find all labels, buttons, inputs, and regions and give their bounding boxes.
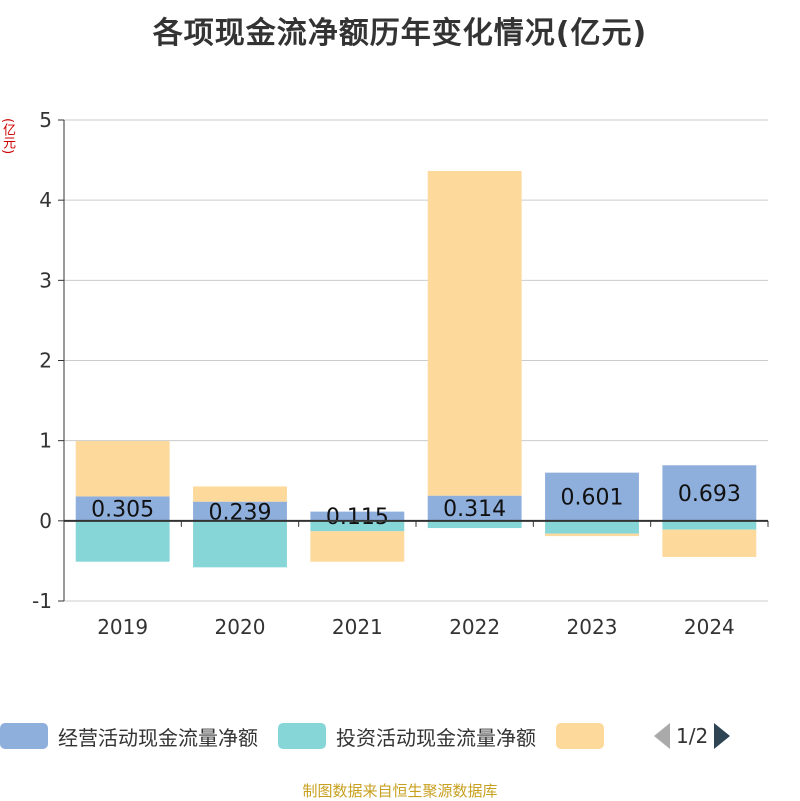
legend-pager: 1/2 bbox=[654, 723, 731, 749]
bar-2024-series-1 bbox=[662, 520, 757, 530]
bar-2022-series-1 bbox=[427, 520, 522, 529]
data-label-2021: 0.115 bbox=[326, 505, 389, 530]
legend-label-operating: 经营活动现金流量净额 bbox=[58, 725, 258, 750]
y-tick-label: 2 bbox=[39, 349, 52, 373]
legend-item-operating[interactable]: 经营活动现金流量净额 bbox=[0, 722, 258, 751]
y-tick-label: 4 bbox=[39, 188, 52, 212]
bar-2019-series-2 bbox=[75, 441, 170, 497]
data-label-2023: 0.601 bbox=[561, 486, 624, 511]
data-label-2024: 0.693 bbox=[678, 482, 741, 507]
bar-2021-series-2 bbox=[310, 531, 405, 562]
x-tick-label-2019: 2019 bbox=[97, 615, 148, 639]
bar-2020-series-2 bbox=[193, 486, 287, 502]
data-label-2022: 0.314 bbox=[443, 497, 506, 522]
data-source-note: 制图数据来自恒生聚源数据库 bbox=[302, 782, 498, 800]
y-tick-label: -1 bbox=[32, 589, 52, 613]
bar-2024-series-0 bbox=[662, 465, 757, 521]
bar-2021-series-1 bbox=[310, 520, 405, 532]
bar-2024-series-2 bbox=[662, 529, 757, 557]
next-page-icon[interactable] bbox=[714, 723, 731, 749]
y-tick-label: 5 bbox=[39, 108, 52, 132]
legend-swatch-third bbox=[556, 723, 604, 749]
legend-swatch-operating bbox=[0, 723, 48, 749]
y-tick-label: 3 bbox=[39, 268, 52, 292]
bar-2019-series-1 bbox=[75, 520, 170, 562]
legend-item-third[interactable] bbox=[556, 723, 614, 749]
y-tick-label: 1 bbox=[39, 429, 52, 453]
bar-2023-series-1 bbox=[545, 520, 639, 534]
x-tick-label-2023: 2023 bbox=[567, 615, 618, 639]
x-tick-label-2024: 2024 bbox=[684, 615, 735, 639]
y-axis-unit: (亿元) bbox=[0, 118, 15, 155]
legend-page-indicator: 1/2 bbox=[676, 724, 709, 748]
bar-2021-series-0 bbox=[310, 511, 405, 521]
x-tick-label-2022: 2022 bbox=[449, 615, 500, 639]
legend-swatch-investing bbox=[278, 723, 326, 749]
legend: 经营活动现金流量净额 投资活动现金流量净额 1/2 bbox=[0, 716, 800, 756]
previous-page-icon[interactable] bbox=[654, 723, 670, 749]
data-label-2019: 0.305 bbox=[91, 498, 154, 523]
bar-2022-series-2 bbox=[427, 170, 522, 496]
bar-2019-series-0 bbox=[75, 496, 170, 521]
legend-item-investing[interactable]: 投资活动现金流量净额 bbox=[278, 722, 536, 751]
bar-2022-series-0 bbox=[427, 495, 522, 521]
bar-2020-series-1 bbox=[193, 520, 287, 568]
bar-2020-series-0 bbox=[193, 501, 287, 521]
bar-2023-series-0 bbox=[545, 472, 639, 521]
bar-2023-series-2 bbox=[545, 533, 639, 537]
x-tick-label-2021: 2021 bbox=[332, 615, 383, 639]
x-tick-label-2020: 2020 bbox=[215, 615, 266, 639]
y-tick-label: 0 bbox=[39, 509, 52, 533]
legend-label-investing: 投资活动现金流量净额 bbox=[336, 725, 536, 750]
chart-title: 各项现金流净额历年变化情况(亿元) bbox=[152, 16, 648, 51]
